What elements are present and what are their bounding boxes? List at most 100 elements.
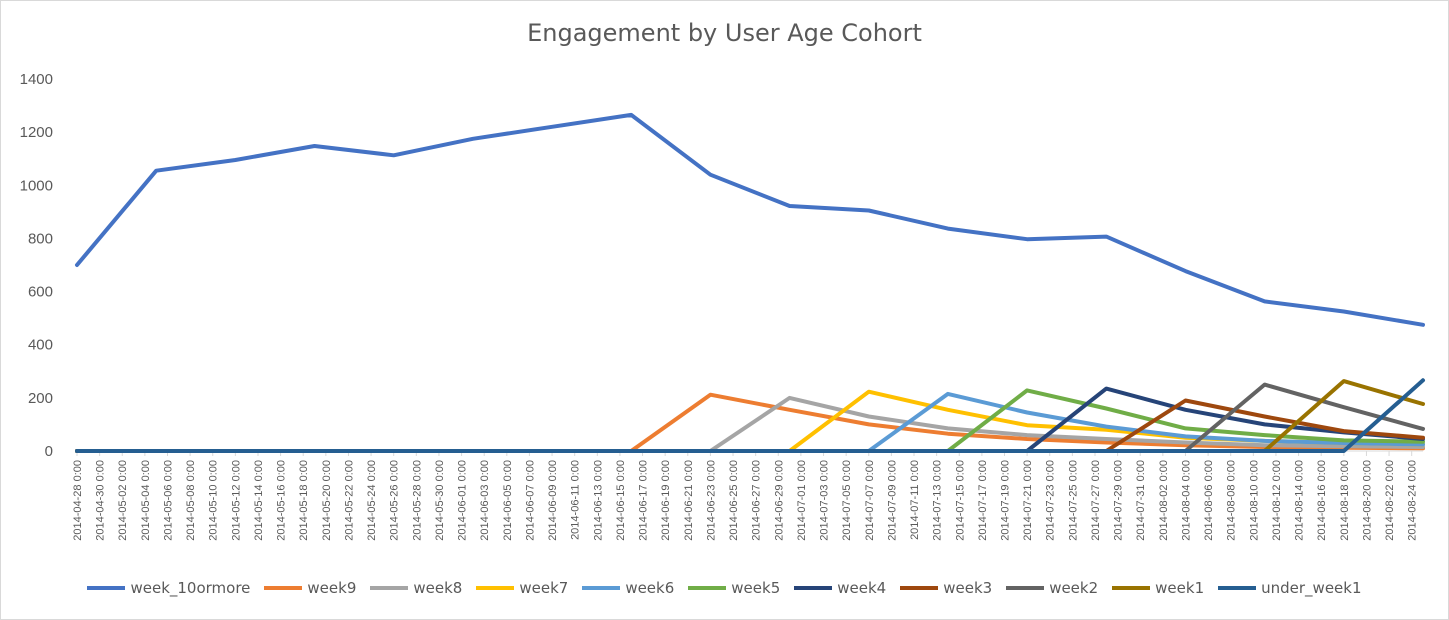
legend-swatch	[264, 586, 303, 590]
x-tick-label: 2014-06-21 0:00	[683, 460, 695, 541]
x-tick-label: 2014-05-06 0:00	[162, 460, 174, 541]
legend-swatch	[370, 586, 409, 590]
x-tick-label: 2014-04-30 0:00	[95, 460, 107, 541]
x-tick-label: 2014-05-26 0:00	[389, 460, 401, 541]
legend-label: week8	[413, 579, 463, 597]
legend-label: week3	[943, 579, 993, 597]
legend-item-week7: week7	[476, 579, 568, 597]
x-tick-label: 2014-08-20 0:00	[1361, 460, 1373, 541]
x-tick-label: 2014-06-01 0:00	[457, 460, 469, 541]
x-tick-label: 2014-06-29 0:00	[773, 460, 785, 541]
x-tick-label: 2014-05-20 0:00	[321, 460, 333, 541]
legend-label: week1	[1155, 579, 1205, 597]
x-tick-label: 2014-07-25 0:00	[1067, 460, 1079, 541]
legend-label: week9	[307, 579, 357, 597]
series-line-week_10ormore	[75, 112, 1425, 327]
y-tick-label: 1000	[20, 177, 53, 194]
x-tick-label: 2014-07-23 0:00	[1045, 460, 1057, 541]
x-tick-label: 2014-06-09 0:00	[547, 460, 559, 541]
y-tick-label: 0	[45, 443, 53, 460]
y-tick-label: 600	[28, 284, 53, 301]
x-tick-label: 2014-08-16 0:00	[1316, 460, 1328, 541]
x-tick-label: 2014-05-22 0:00	[343, 460, 355, 541]
legend-swatch	[794, 586, 833, 590]
legend-label: under_week1	[1261, 579, 1362, 597]
x-tick-label: 2014-05-16 0:00	[276, 460, 288, 541]
x-tick-label: 2014-05-14 0:00	[253, 460, 265, 541]
x-tick-label: 2014-06-23 0:00	[705, 460, 717, 541]
legend-swatch	[900, 586, 939, 590]
legend: week_10ormore week9 week8 week7 week6 week5 we…	[1, 579, 1448, 597]
y-tick-label: 200	[28, 390, 53, 407]
x-tick-label: 2014-06-25 0:00	[728, 460, 740, 541]
x-tick-label: 2014-07-07 0:00	[864, 460, 876, 541]
x-tick-label: 2014-06-03 0:00	[479, 460, 491, 541]
x-tick-label: 2014-07-21 0:00	[1022, 460, 1034, 541]
legend-item-week8: week8	[370, 579, 462, 597]
legend-swatch	[582, 586, 621, 590]
legend-swatch	[87, 586, 126, 590]
x-tick-label: 2014-07-03 0:00	[819, 460, 831, 541]
legend-swatch	[476, 586, 515, 590]
x-tick-label: 2014-08-12 0:00	[1271, 460, 1283, 541]
legend-item-week3: week3	[900, 579, 992, 597]
x-tick-label: 2014-07-11 0:00	[909, 460, 921, 540]
x-tick-label: 2014-08-08 0:00	[1226, 460, 1238, 541]
x-tick-label: 2014-08-10 0:00	[1248, 460, 1260, 541]
legend-label: week2	[1049, 579, 1099, 597]
x-tick-label: 2014-05-02 0:00	[117, 460, 129, 541]
x-tick-label: 2014-05-28 0:00	[411, 460, 423, 541]
x-tick-label: 2014-07-17 0:00	[977, 460, 989, 541]
x-tick-label: 2014-07-31 0:00	[1135, 460, 1147, 541]
legend-label: week_10ormore	[130, 579, 251, 597]
legend-item-week5: week5	[688, 579, 780, 597]
x-tick-label: 2014-08-04 0:00	[1180, 460, 1192, 541]
y-tick-label: 400	[28, 337, 53, 354]
x-tick-label: 2014-07-19 0:00	[999, 460, 1011, 541]
x-tick-label: 2014-05-04 0:00	[140, 460, 152, 541]
legend-swatch	[1112, 586, 1151, 590]
y-tick-label: 1200	[20, 124, 53, 141]
legend-swatch	[1006, 586, 1045, 590]
legend-item-week6: week6	[582, 579, 674, 597]
y-tick-label: 1400	[20, 71, 53, 88]
x-tick-label: 2014-07-05 0:00	[841, 460, 853, 541]
legend-item-week2: week2	[1006, 579, 1098, 597]
legend-swatch	[688, 586, 727, 590]
x-tick-label: 2014-07-15 0:00	[954, 460, 966, 541]
x-tick-label: 2014-08-06 0:00	[1203, 460, 1215, 541]
x-tick-label: 2014-08-02 0:00	[1158, 460, 1170, 541]
legend-label: week7	[519, 579, 569, 597]
x-tick-label: 2014-05-18 0:00	[298, 460, 310, 541]
series-line-under_week1	[75, 378, 1425, 453]
y-tick-label: 800	[28, 230, 53, 247]
x-tick-label: 2014-08-22 0:00	[1384, 460, 1396, 541]
x-tick-label: 2014-07-29 0:00	[1113, 460, 1125, 541]
x-tick-label: 2014-05-30 0:00	[434, 460, 446, 541]
legend-label: week6	[625, 579, 675, 597]
legend-label: week5	[731, 579, 781, 597]
legend-item-week1: week1	[1112, 579, 1204, 597]
x-tick-label: 2014-06-19 0:00	[660, 460, 672, 541]
x-tick-label: 2014-07-09 0:00	[886, 460, 898, 541]
x-tick-label: 2014-06-13 0:00	[592, 460, 604, 541]
x-tick-label: 2014-06-07 0:00	[524, 460, 536, 541]
x-tick-label: 2014-07-13 0:00	[932, 460, 944, 541]
x-tick-label: 2014-05-24 0:00	[366, 460, 378, 541]
x-tick-label: 2014-04-28 0:00	[72, 460, 84, 541]
x-tick-label: 2014-08-14 0:00	[1294, 460, 1306, 541]
x-tick-label: 2014-05-10 0:00	[208, 460, 220, 541]
legend-label: week4	[837, 579, 887, 597]
x-tick-label: 2014-06-05 0:00	[502, 460, 514, 541]
chart-title: Engagement by User Age Cohort	[527, 19, 922, 47]
legend-item-under_week1: under_week1	[1218, 579, 1362, 597]
x-tick-label: 2014-08-18 0:00	[1339, 460, 1351, 541]
x-tick-label: 2014-06-11 0:00	[570, 460, 582, 540]
x-tick-label: 2014-07-27 0:00	[1090, 460, 1102, 541]
x-tick-label: 2014-07-01 0:00	[796, 460, 808, 541]
x-tick-label: 2014-05-08 0:00	[185, 460, 197, 541]
x-tick-label: 2014-06-15 0:00	[615, 460, 627, 541]
x-tick-label: 2014-06-17 0:00	[638, 460, 650, 541]
